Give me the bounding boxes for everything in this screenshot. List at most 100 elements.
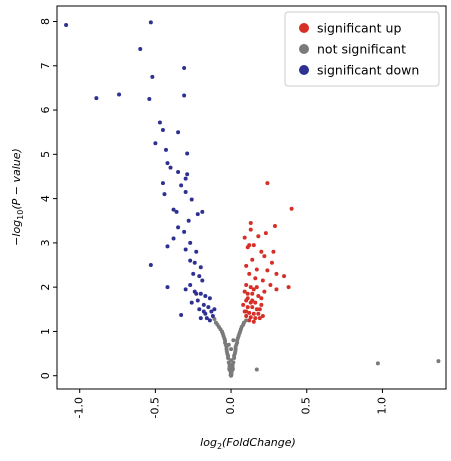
data-point (212, 317, 217, 322)
data-point (251, 311, 256, 316)
data-point (260, 278, 265, 283)
x-tick-label: 0.5 (300, 397, 313, 415)
data-point (183, 287, 188, 292)
data-point (286, 285, 291, 290)
data-point (218, 327, 223, 332)
data-point (148, 20, 153, 25)
data-point (244, 282, 249, 287)
data-point (248, 285, 253, 290)
data-point (233, 344, 238, 349)
data-point (188, 282, 193, 287)
data-point (247, 310, 252, 315)
x-axis-label: log2(FoldChange) (200, 436, 296, 451)
data-point (230, 367, 235, 372)
data-point (160, 127, 165, 132)
data-point (256, 311, 261, 316)
data-point (188, 258, 193, 263)
data-point (189, 197, 194, 202)
data-point (165, 161, 170, 166)
data-point (282, 274, 287, 279)
data-point (253, 276, 258, 281)
data-point (271, 249, 276, 254)
data-point (226, 342, 231, 347)
data-point (197, 274, 202, 279)
data-point (248, 220, 253, 225)
legend: significant up not significant significant… (284, 11, 440, 87)
x-tick-label: -1.0 (73, 397, 86, 418)
data-point (244, 313, 249, 318)
data-point (259, 296, 264, 301)
data-point (117, 92, 122, 97)
data-point (251, 287, 256, 292)
data-point (238, 327, 243, 332)
data-point (179, 313, 184, 318)
data-point (188, 240, 193, 245)
data-point (201, 302, 206, 307)
data-point (138, 46, 143, 51)
data-point (254, 367, 259, 372)
data-point (244, 309, 249, 314)
data-point (254, 285, 259, 290)
data-point (248, 227, 253, 232)
legend-marker (299, 65, 309, 75)
data-point (165, 244, 170, 249)
data-point (198, 291, 203, 296)
data-point (94, 96, 99, 101)
x-ticks: -1.0 -0.5 0.0 0.5 1.0 (73, 389, 388, 418)
legend-marker (299, 23, 309, 33)
data-point (206, 305, 211, 310)
data-point (262, 254, 267, 259)
data-point (233, 349, 238, 354)
data-point (235, 340, 240, 345)
data-point (254, 267, 259, 272)
data-point (235, 336, 240, 341)
data-point (183, 176, 188, 181)
data-point (230, 362, 235, 367)
data-point (179, 183, 184, 188)
axes-frame (56, 5, 447, 390)
data-point (185, 151, 190, 156)
data-point (223, 340, 228, 345)
data-point (259, 302, 264, 307)
data-point (269, 260, 274, 265)
data-point (250, 291, 255, 296)
data-point (150, 74, 155, 79)
data-point (194, 291, 199, 296)
data-point (274, 271, 279, 276)
data-point (375, 361, 380, 366)
data-point (176, 130, 181, 135)
data-point (224, 349, 229, 354)
data-point (189, 300, 194, 305)
data-point (198, 265, 203, 270)
data-point (265, 181, 270, 186)
data-point (176, 225, 181, 230)
data-point (207, 296, 212, 301)
data-point (147, 96, 152, 101)
x-tick-label: 1.0 (375, 397, 388, 415)
data-point (244, 318, 249, 323)
data-point (64, 23, 69, 28)
data-point (247, 318, 252, 323)
data-point (241, 302, 246, 307)
y-tick-label: 5 (39, 151, 52, 158)
data-point (215, 322, 220, 327)
data-point (242, 235, 247, 240)
data-point (174, 209, 179, 214)
data-point (257, 316, 262, 321)
data-point (203, 294, 208, 299)
legend-label: significant up (317, 21, 401, 36)
data-point (436, 359, 441, 364)
series-significant-down (64, 20, 217, 323)
data-point (204, 316, 209, 321)
data-point (250, 298, 255, 303)
data-point (222, 336, 227, 341)
data-point (289, 206, 294, 211)
data-point (231, 338, 236, 343)
y-axis-label: −log10(P − value) (10, 148, 25, 246)
x-tick-label: 0.0 (224, 397, 237, 415)
data-point (220, 331, 225, 336)
data-point (242, 289, 247, 294)
data-point (251, 243, 256, 248)
y-tick-label: 3 (39, 239, 52, 246)
